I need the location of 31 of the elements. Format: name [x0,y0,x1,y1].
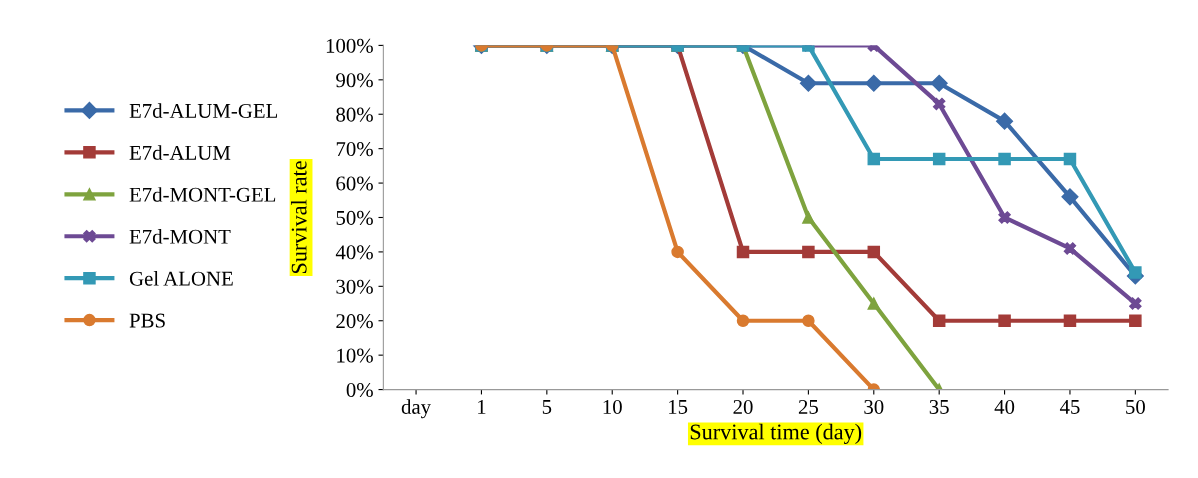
legend-label: PBS [129,313,165,328]
x-tick-label: 5 [542,400,552,414]
x-axis-title: Survival time (day) [690,423,862,445]
legend-label: E7d-ALUM [129,145,231,160]
x-tick-label: 25 [798,399,818,414]
x-tick-label: 30 [864,399,884,414]
y-tick-label: 10% [337,348,373,363]
x-tick-label: 15 [669,400,688,414]
legend-label: E7d-ALUM-GEL [129,103,278,118]
x-tick-label: 50 [1126,399,1145,414]
x-tick-label: 10 [603,399,622,414]
x-tick-label: 40 [994,399,1015,414]
y-axis-title: Survival rate [290,161,307,274]
legend-label: E7d-MONT-GEL [129,187,276,202]
y-tick-label: 80% [336,107,373,122]
y-tick-label: 60% [336,176,373,191]
y-tick-label: 40% [335,245,373,260]
x-tick-label: day [401,399,432,419]
x-tick-label: 1 [478,400,486,414]
y-tick-label: 30% [336,279,373,294]
y-tick-label: 50% [336,210,373,225]
x-tick-label: 45 [1059,400,1080,414]
x-tick-label: 20 [733,399,753,414]
y-tick-label: 100% [326,38,373,53]
y-tick-label: 20% [336,314,373,329]
legend-label: Gel ALONE [129,271,233,286]
y-tick-label: 90% [336,73,373,88]
y-tick-label: 0% [346,382,373,398]
x-tick-label: 35 [929,399,949,414]
y-tick-label: 70% [336,142,373,157]
legend-label: E7d-MONT [129,229,231,244]
